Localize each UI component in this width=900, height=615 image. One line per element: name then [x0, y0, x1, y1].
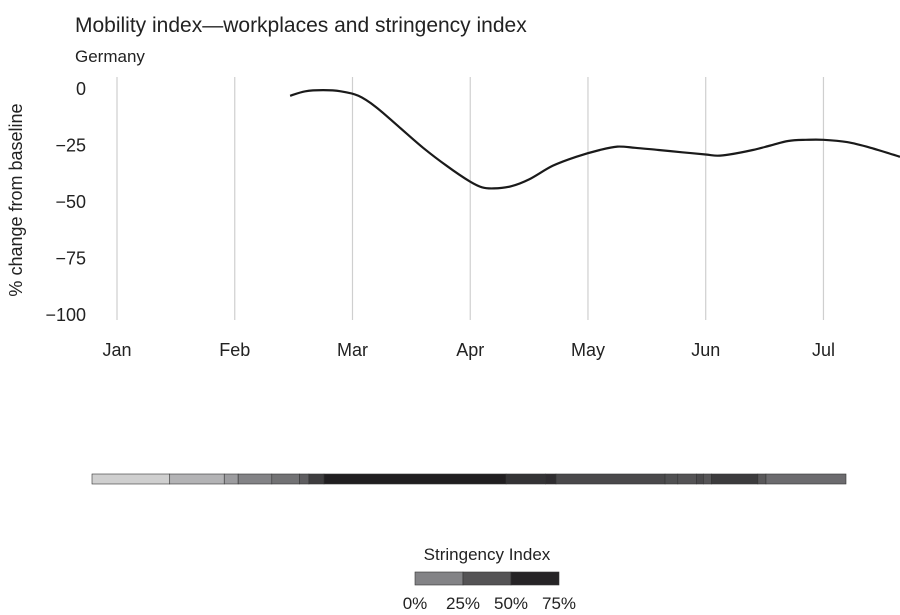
legend-swatch-2: [510, 571, 560, 586]
legend-label-0: 0%: [403, 594, 428, 613]
stringency-segment-2: [223, 473, 239, 485]
stringency-segment-7: [323, 473, 507, 485]
gridlines: [116, 77, 825, 320]
stringency-segment-14: [703, 473, 712, 485]
x-tick-jun: Jun: [691, 340, 720, 360]
stringency-segment-9: [545, 473, 557, 485]
stringency-segment-4: [271, 473, 300, 485]
legend-label-1: 25%: [446, 594, 480, 613]
y-tick-4: −100: [45, 305, 86, 325]
stringency-segment-6: [308, 473, 325, 485]
chart-title: Mobility index—workplaces and stringency…: [75, 14, 527, 37]
x-tick-feb: Feb: [219, 340, 250, 360]
y-tick-1: −25: [55, 136, 86, 156]
x-tick-apr: Apr: [456, 340, 484, 360]
y-tick-0: 0: [76, 79, 86, 99]
y-tick-2: −50: [55, 192, 86, 212]
stringency-segment-12: [677, 473, 697, 485]
legend-label-2: 50%: [494, 594, 528, 613]
stringency-segment-13: [696, 473, 704, 485]
chart-subtitle: Germany: [75, 47, 145, 66]
stringency-segment-10: [555, 473, 666, 485]
series-line-0: [289, 89, 900, 190]
stringency-segment-15: [711, 473, 759, 485]
stringency-bar: [91, 473, 847, 485]
x-tick-may: May: [571, 340, 605, 360]
legend-swatch-1: [462, 571, 512, 586]
series-layer: [289, 89, 900, 190]
stringency-legend: 0% 25% 50% 75%: [403, 571, 576, 613]
stringency-legend-title: Stringency Index: [424, 545, 551, 564]
stringency-segment-0: [91, 473, 171, 485]
stringency-segment-3: [237, 473, 273, 485]
legend-swatch-0: [414, 571, 464, 586]
stringency-segment-1: [169, 473, 225, 485]
x-tick-jul: Jul: [812, 340, 835, 360]
y-tick-labels: 0 −25 −50 −75 −100: [45, 79, 86, 325]
x-tick-jan: Jan: [102, 340, 131, 360]
stringency-segment-16: [757, 473, 767, 485]
x-tick-mar: Mar: [337, 340, 368, 360]
stringency-segment-11: [664, 473, 679, 485]
legend-label-3: 75%: [542, 594, 576, 613]
stringency-segment-8: [505, 473, 546, 485]
stringency-segment-5: [299, 473, 310, 485]
y-axis-label: % change from baseline: [6, 103, 26, 296]
stringency-segment-17: [765, 473, 847, 485]
y-tick-3: −75: [55, 249, 86, 269]
x-tick-labels: Jan Feb Mar Apr May Jun Jul: [102, 340, 834, 360]
